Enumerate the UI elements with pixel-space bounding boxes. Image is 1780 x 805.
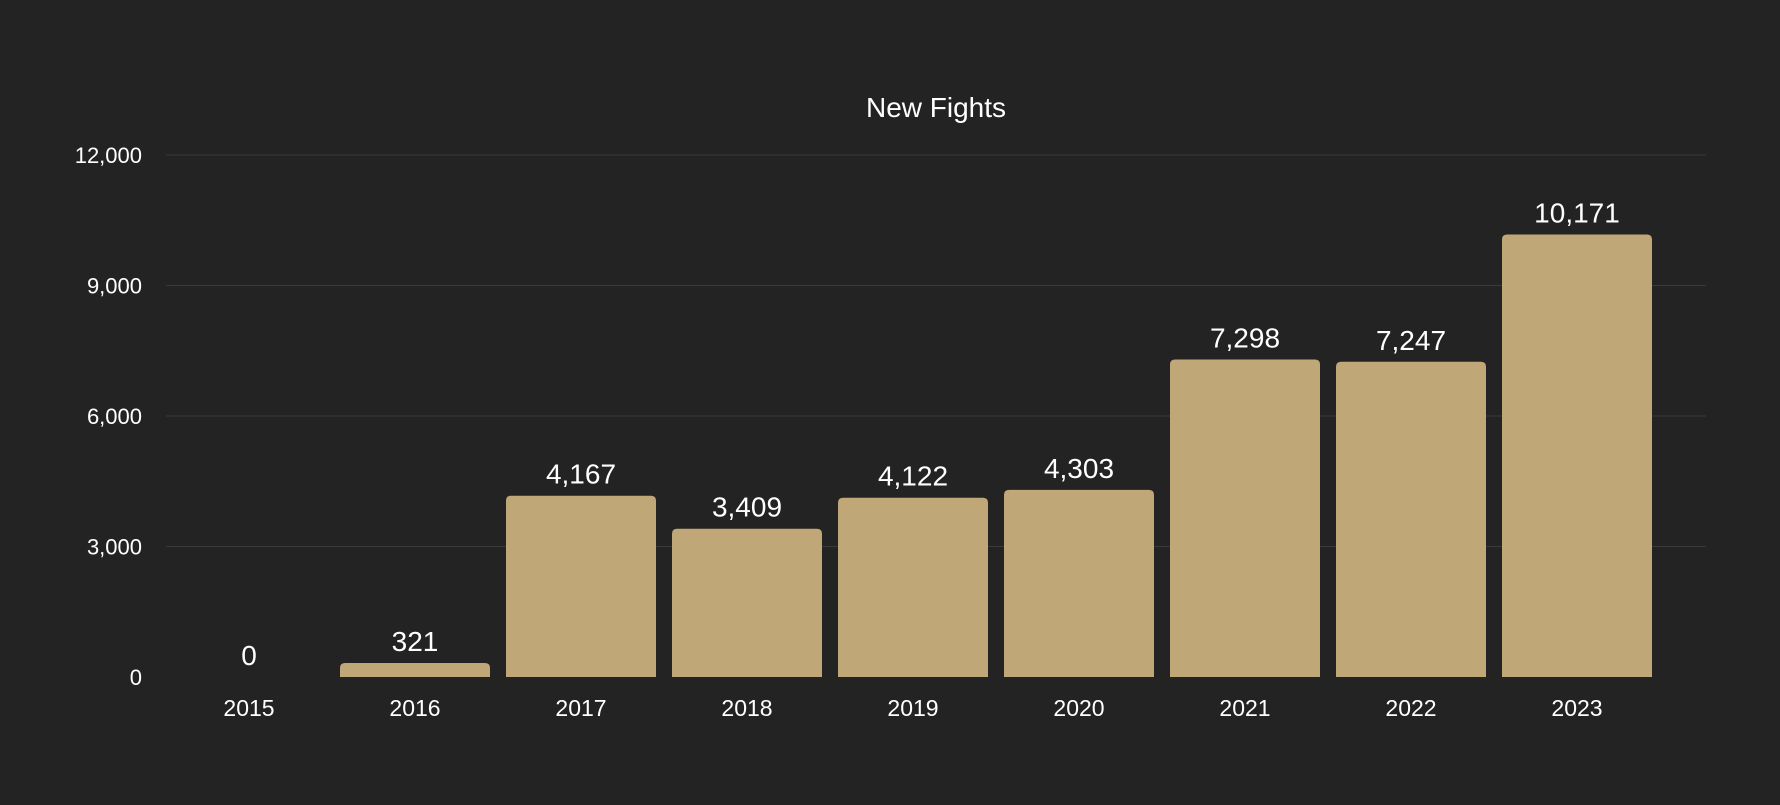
y-tick-label: 9,000 [87, 274, 142, 299]
data-label-2022: 7,247 [1376, 325, 1446, 356]
y-axis-ticks: 0 3,000 6,000 9,000 12,000 [75, 143, 142, 690]
bar-2019 [838, 497, 988, 677]
y-tick-label: 12,000 [75, 143, 142, 168]
bar-2016 [340, 663, 490, 677]
data-label-2023: 10,171 [1534, 198, 1620, 229]
data-label-2018: 3,409 [712, 492, 782, 523]
x-tick-label-2016: 2016 [389, 695, 440, 721]
y-tick-label: 3,000 [87, 535, 142, 560]
data-label-2020: 4,303 [1044, 453, 1114, 484]
data-label-2017: 4,167 [546, 459, 616, 490]
data-label-2016: 321 [392, 626, 439, 657]
y-tick-label: 0 [130, 665, 142, 690]
x-axis-ticks: 2015 2016 2017 2018 2019 2020 2021 2022 2023 [223, 695, 1602, 721]
bar-2017 [506, 495, 656, 677]
bar-2023 [1502, 234, 1652, 677]
x-tick-label-2021: 2021 [1219, 695, 1270, 721]
bars [340, 234, 1652, 677]
bar-2021 [1170, 359, 1320, 677]
bar-2022 [1336, 361, 1486, 677]
chart-title: New Fights [866, 92, 1006, 123]
x-tick-label-2018: 2018 [721, 695, 772, 721]
bar-2018 [672, 528, 822, 677]
bar-2020 [1004, 489, 1154, 677]
data-label-2021: 7,298 [1210, 323, 1280, 354]
x-tick-label-2015: 2015 [223, 695, 274, 721]
x-tick-label-2017: 2017 [555, 695, 606, 721]
data-label-2019: 4,122 [878, 461, 948, 492]
y-tick-label: 6,000 [87, 404, 142, 429]
x-tick-label-2019: 2019 [887, 695, 938, 721]
x-tick-label-2020: 2020 [1053, 695, 1104, 721]
data-label-2015: 0 [241, 640, 257, 671]
data-labels: 0 321 4,167 3,409 4,122 4,303 7,298 7,247 10,171 [241, 198, 1620, 671]
x-tick-label-2022: 2022 [1385, 695, 1436, 721]
x-tick-label-2023: 2023 [1551, 695, 1602, 721]
